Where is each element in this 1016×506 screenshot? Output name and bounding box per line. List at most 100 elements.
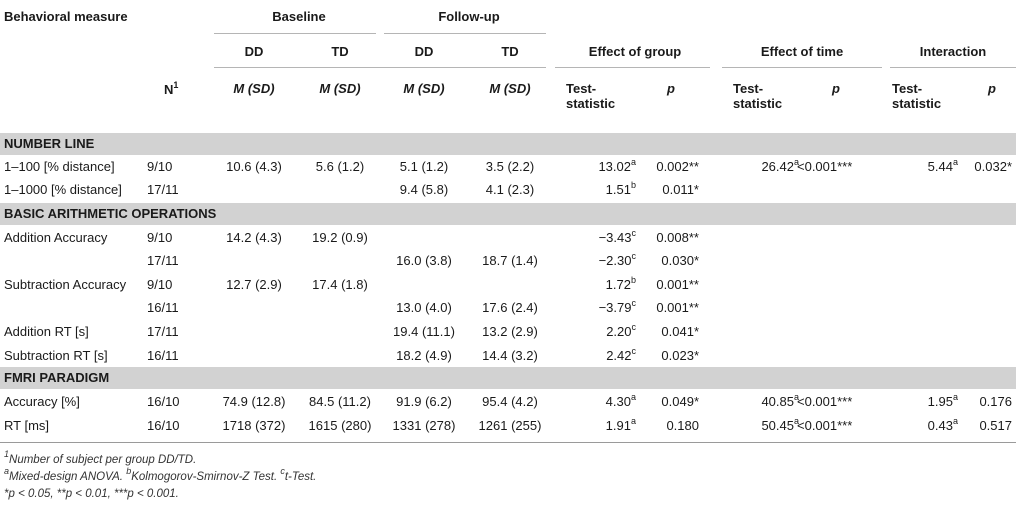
- header-statistic: statistic: [733, 96, 783, 111]
- cell: 4.30a: [605, 391, 636, 409]
- footnote-3: *p < 0.05, **p < 0.01, ***p < 0.001.: [4, 488, 179, 500]
- header-p: p: [667, 81, 675, 96]
- cell: 2.20c: [606, 321, 636, 339]
- cell: 74.9 (12.8): [222, 394, 286, 409]
- cell: 5.6 (1.2): [315, 159, 365, 174]
- row-n: 16/11: [147, 348, 179, 363]
- row-n: 17/11: [147, 182, 179, 197]
- cell: 2.42c: [606, 345, 636, 363]
- section-number-line: NUMBER LINE: [0, 133, 1016, 155]
- cell: 0.180: [666, 418, 699, 433]
- footnote-2: aMixed-design ANOVA. bKolmogorov-Smirnov…: [4, 466, 317, 483]
- cell: 16.0 (3.8): [396, 253, 452, 268]
- header-msd: M (SD): [403, 81, 445, 96]
- row-n: 17/11: [147, 253, 179, 268]
- cell: 1.91a: [605, 415, 636, 433]
- cell: 13.02a: [598, 156, 636, 174]
- header-effect-time: Effect of time: [760, 44, 844, 59]
- header-p: p: [988, 81, 996, 96]
- header-effect-group: Effect of group: [588, 44, 682, 59]
- cell: 13.0 (4.0): [396, 300, 452, 315]
- header-msd: M (SD): [489, 81, 531, 96]
- cell: 84.5 (11.2): [309, 394, 371, 409]
- cell: 0.041*: [661, 324, 699, 339]
- cell: 5.44a: [927, 156, 958, 174]
- header-test: Test-: [892, 81, 923, 96]
- cell: <0.001***: [797, 159, 853, 174]
- header-followup: Follow-up: [438, 9, 500, 24]
- cell: 0.001**: [656, 300, 699, 315]
- header-behavioral-measure: Behavioral measure: [4, 9, 128, 24]
- cell: 0.023*: [661, 348, 699, 363]
- cell: 0.001**: [656, 277, 699, 292]
- row-label: Accuracy [%]: [4, 394, 80, 409]
- row-n: 17/11: [147, 324, 179, 339]
- header-followup-dd: DD: [414, 44, 434, 59]
- cell: 0.011*: [662, 182, 699, 197]
- header-p: p: [832, 81, 840, 96]
- row-n: 9/10: [147, 277, 173, 292]
- cell: 18.2 (4.9): [396, 348, 452, 363]
- cell: 1615 (280): [308, 418, 372, 433]
- footnote-1: 1Number of subject per group DD/TD.: [4, 449, 197, 466]
- cell: 17.4 (1.8): [312, 277, 368, 292]
- row-label: 1–100 [% distance]: [4, 159, 115, 174]
- header-followup-td: TD: [501, 44, 519, 59]
- cell: 18.7 (1.4): [482, 253, 538, 268]
- header-test: Test-: [566, 81, 597, 96]
- cell: −3.79c: [598, 297, 636, 315]
- cell: 19.2 (0.9): [312, 230, 368, 245]
- row-label: Subtraction Accuracy: [4, 277, 127, 292]
- row-n: 9/10: [147, 159, 173, 174]
- cell: 0.43a: [927, 415, 958, 433]
- cell: 1.72b: [605, 274, 636, 292]
- cell: 0.002**: [656, 159, 699, 174]
- row-label: Addition Accuracy: [4, 230, 108, 245]
- cell: 4.1 (2.3): [485, 182, 535, 197]
- cell: 9.4 (5.8): [399, 182, 449, 197]
- cell: 19.4 (11.1): [393, 324, 455, 339]
- cell: −2.30c: [598, 250, 636, 268]
- header-baseline: Baseline: [272, 9, 326, 24]
- cell: 1718 (372): [222, 418, 286, 433]
- cell: 10.6 (4.3): [226, 159, 282, 174]
- section-basic-arithmetic: BASIC ARITHMETIC OPERATIONS: [0, 203, 1016, 225]
- cell: 50.45a: [761, 415, 799, 433]
- header-baseline-td: TD: [331, 44, 349, 59]
- cell: 1.51b: [605, 179, 636, 197]
- cell: 14.4 (3.2): [482, 348, 538, 363]
- cell: 0.032*: [974, 159, 1012, 174]
- row-label: RT [ms]: [4, 418, 50, 433]
- row-label: Subtraction RT [s]: [4, 348, 108, 363]
- header-baseline-dd: DD: [244, 44, 264, 59]
- row-label: 1–1000 [% distance]: [4, 182, 122, 197]
- cell: 40.85a: [761, 391, 799, 409]
- cell: 13.2 (2.9): [482, 324, 538, 339]
- cell: 5.1 (1.2): [399, 159, 449, 174]
- cell: 0.008**: [656, 230, 699, 245]
- header-n: N1: [164, 79, 179, 97]
- row-n: 16/10: [147, 394, 180, 409]
- cell: 0.517: [979, 418, 1012, 433]
- header-statistic: statistic: [566, 96, 616, 111]
- cell: 12.7 (2.9): [226, 277, 282, 292]
- cell: 17.6 (2.4): [482, 300, 538, 315]
- row-label: Addition RT [s]: [4, 324, 89, 339]
- cell: 3.5 (2.2): [485, 159, 535, 174]
- cell: 91.9 (6.2): [396, 394, 452, 409]
- cell: 0.176: [979, 394, 1012, 409]
- cell: 14.2 (4.3): [226, 230, 282, 245]
- row-n: 16/11: [147, 300, 179, 315]
- row-n: 16/10: [147, 418, 180, 433]
- cell: −3.43c: [598, 227, 636, 245]
- header-test: Test-: [733, 81, 764, 96]
- cell: 1261 (255): [478, 418, 542, 433]
- cell: 1331 (278): [392, 418, 456, 433]
- cell: 95.4 (4.2): [482, 394, 538, 409]
- section-fmri-paradigm: FMRI PARADIGM: [0, 367, 1016, 389]
- header-msd: M (SD): [233, 81, 275, 96]
- row-n: 9/10: [147, 230, 173, 245]
- cell: <0.001***: [797, 394, 853, 409]
- cell: <0.001***: [797, 418, 853, 433]
